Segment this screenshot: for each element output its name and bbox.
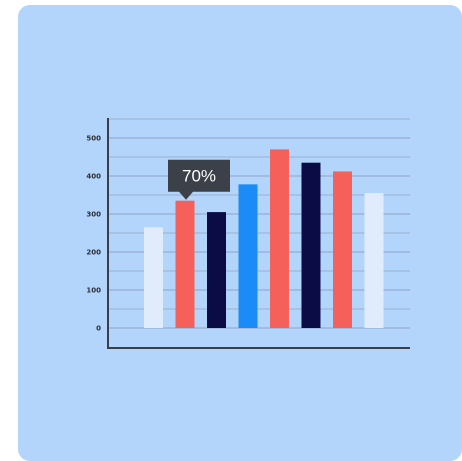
tooltip-label: 70% [182,167,216,186]
bars [144,149,384,328]
bar-5 [270,149,289,328]
bar-4 [238,184,258,328]
tooltip-box [168,159,230,200]
y-tick-label: 400 [86,173,101,181]
y-tick-label: 100 [86,287,101,295]
axes [107,118,410,349]
bar-6 [301,162,321,328]
value-tooltip: 70% [168,159,230,200]
y-tick-label: 500 [86,135,101,143]
bar-7 [333,171,352,328]
y-tick-label: 0 [96,325,101,333]
bar-8 [364,193,384,328]
bar-3 [207,212,226,328]
bar-2 [175,200,195,328]
y-tick-label: 300 [86,211,101,219]
y-axis-ticks: 0 100 200 300 400 500 [86,135,101,333]
y-tick-label: 200 [86,249,101,257]
bar-1 [144,227,163,328]
